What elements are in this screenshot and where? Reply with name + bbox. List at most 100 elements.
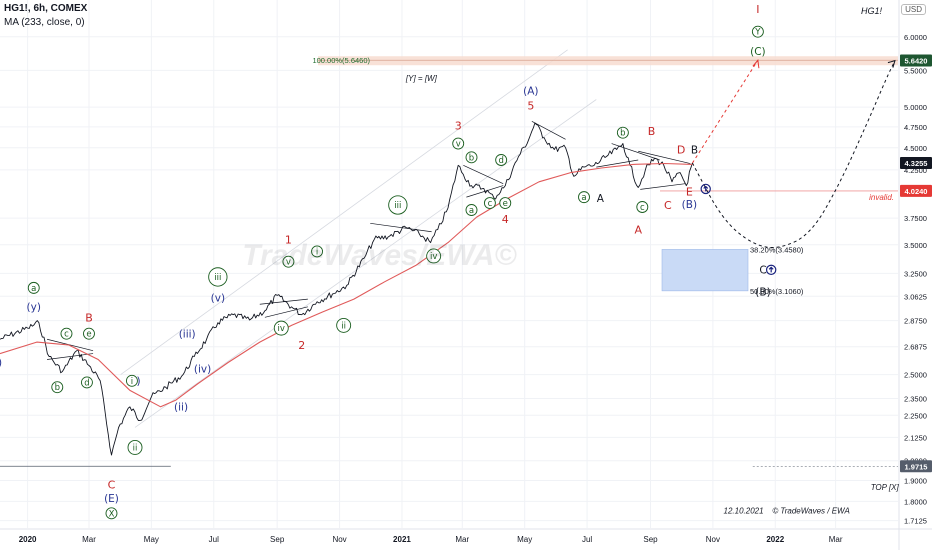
y-axis[interactable]: 6.0000 5.5000 5.0000 4.7500 4.5000 4.2500 3.75… [904,33,927,526]
wave-label: i [316,248,318,258]
chart-annotation: © TradeWaves / EWA [772,506,849,515]
wave-label: ii [133,444,138,454]
wave-label: ) [0,357,2,369]
wave-label-circle [51,381,64,394]
invalidation-label: invalid. [869,193,894,202]
up-arrow-icon [765,264,777,276]
wave-label: (ii) [174,402,188,414]
wave-label-circle [282,255,295,268]
price-marker-box [900,184,932,197]
symbol-line: HG1!, 6h, COMEX [4,3,88,14]
x-tick-label: Sep [270,535,285,544]
pattern-trendline [531,120,566,140]
wave-label-circle [273,320,289,336]
y-tick-label: 6.0000 [904,33,927,42]
wave-label-circle [426,248,442,264]
wave-label: (A) [523,85,538,97]
price-marker-box [900,157,932,170]
wave-label: ii [341,321,346,331]
wave-label-circle [465,151,478,164]
projection-layer [691,59,896,276]
wave-label-circle [105,507,118,520]
pattern-trendline [264,306,308,318]
wave-label: (v) [211,293,225,305]
series-layer [0,120,693,456]
x-tick-label: Mar [455,535,469,544]
wave-label: (E) [104,493,119,505]
y-tick-label: 3.7500 [904,214,927,223]
wave-label: iv [430,252,437,262]
wave-label: X [109,509,115,519]
watermark: TradeWaves/EWA© [242,239,517,272]
wave-label: e [86,330,91,340]
annotations: [Y] = [W] TOP [X] 12.10.2021 © TradeWaves /… [242,74,899,515]
up-arrow-glyph [768,266,774,273]
wave-label: e [503,199,508,209]
wave-label-circle [636,201,649,213]
y-tick-label: 2.6875 [904,343,927,352]
x-tick-label: 2021 [393,535,411,544]
wave-label: A [634,224,642,237]
wave-label: D [677,143,685,156]
wave-label: C [108,479,116,492]
wave-label: C [664,199,672,212]
y-tick-label: 3.0625 [904,292,927,301]
chart-annotation: TOP [X] [871,483,900,492]
bullish-arrow-head [752,59,760,69]
pattern-trendline [370,222,432,233]
wave-label: b [620,129,625,139]
target-zone [318,56,898,66]
wave-label-circle [127,439,143,455]
wave-label: d [498,156,503,166]
price-series-line [0,122,693,456]
pattern-trendline [638,150,691,164]
wave-label-circle [208,267,228,287]
x-tick-label: May [517,535,532,544]
x-tick-label: May [144,535,159,544]
channel-line-upper [120,49,568,375]
wave-label: b [55,383,60,393]
corner-symbol-tag: HG1! [860,6,882,16]
correction-arrow-head [887,59,896,68]
wave-label: v [456,140,461,150]
pattern-trendline [463,165,504,185]
wave-label: (y) [27,302,41,314]
bullish-projection-path [691,59,759,164]
wave-label-circle [311,245,324,258]
price-marker-label: 1.9715 [905,462,928,471]
x-axis[interactable]: 2020 Mar May Jul Sep Nov 2021 Mar May Jul Sep Nov 20… [19,535,843,544]
wave-label-circle [452,137,465,150]
y-tick-label: 1.8000 [904,497,927,506]
target-level-label: 100.00%(5.6460) [312,56,370,65]
wave-label-circle [499,197,512,209]
y-tick-label: 5.5000 [904,66,927,75]
wave-label: d [84,378,89,388]
support-zone [661,249,749,292]
up-arrow-glyph [703,185,709,192]
wave-label: c [488,199,493,209]
correction-projection-path [691,60,896,248]
wave-label: C [759,265,766,277]
wave-label: a [581,193,586,203]
wave-label-circle [80,376,93,389]
x-tick-label: Jul [209,535,219,544]
wave-label: c [64,330,69,340]
wave-label: I [756,3,759,16]
pattern-trendline [596,159,639,168]
y-tick-label: 1.7125 [904,517,927,526]
channel-line-lower [134,99,597,428]
wave-label: iii [394,201,401,211]
y-tick-label: 2.3500 [904,394,927,403]
wave-label: B [691,144,698,156]
currency-badge[interactable]: USD [901,4,926,15]
price-levels: 100.00%(5.6460) 38.20%(3.4580) 50.00%(3.10… [0,56,898,467]
fib-382-label: 38.20%(3.4580) [750,245,804,254]
fib-50-label: 50.00%(3.1060) [750,287,804,296]
price-scale-panel [899,0,932,550]
x-tick-label: Jul [582,535,592,544]
x-tick-label: Mar [82,535,96,544]
wave-label: 3 [455,119,462,132]
wave-label: B [85,311,93,324]
